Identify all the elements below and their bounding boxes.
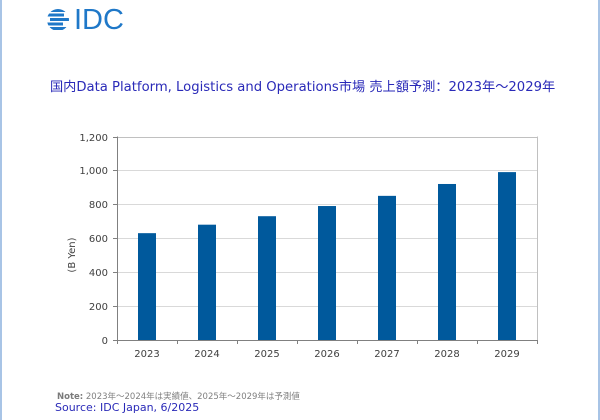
x-tick-label: 2023 [134,349,159,360]
frame-border-left [0,0,2,420]
x-tick-label: 2028 [434,349,459,360]
x-tick-label: 2026 [314,349,339,360]
y-axis-title: (B Yen) [67,237,78,272]
logo-text: IDC [74,4,124,36]
bars [138,172,516,340]
bar-2024 [198,224,216,340]
note-label: Note: [57,392,84,402]
x-tick-label: 2024 [194,349,219,360]
chart-title: 国内Data Platform, Logistics and Operation… [50,80,556,95]
bar-2027 [378,195,396,340]
y-tick-label: 1,200 [79,133,108,144]
bar-2026 [318,206,336,340]
source-line: Source: IDC Japan, 6/2025 [55,401,200,414]
y-tick-label: 600 [89,234,108,245]
note-text: 2023年～2024年は実績値、2025年～2029年は予測値 [83,392,300,402]
globe-stripes-icon [47,9,69,30]
bar-2025 [258,216,276,340]
footnote: Note: 2023年～2024年は実績値、2025年～2029年は予測値 [57,390,300,402]
y-tick-labels: 0 200 400 600 800 1,000 1,200 [79,133,108,347]
axes [113,136,538,344]
y-tick-label: 1,000 [79,166,108,177]
y-tick-label: 400 [89,268,108,279]
y-tick-label: 0 [102,336,108,347]
x-tick-label: 2029 [494,349,519,360]
x-tick-labels: 2023 2024 2025 2026 2027 2028 2029 [134,349,519,360]
y-tick-label: 800 [89,200,108,211]
y-tick-label: 200 [89,302,108,313]
frame-border-right [598,0,600,420]
x-tick-label: 2027 [374,349,399,360]
idc-logo: IDC [46,4,124,36]
bar-2023 [138,233,156,340]
bar-2028 [438,183,456,340]
bar-2029 [498,172,516,340]
x-tick-label: 2025 [254,349,279,360]
